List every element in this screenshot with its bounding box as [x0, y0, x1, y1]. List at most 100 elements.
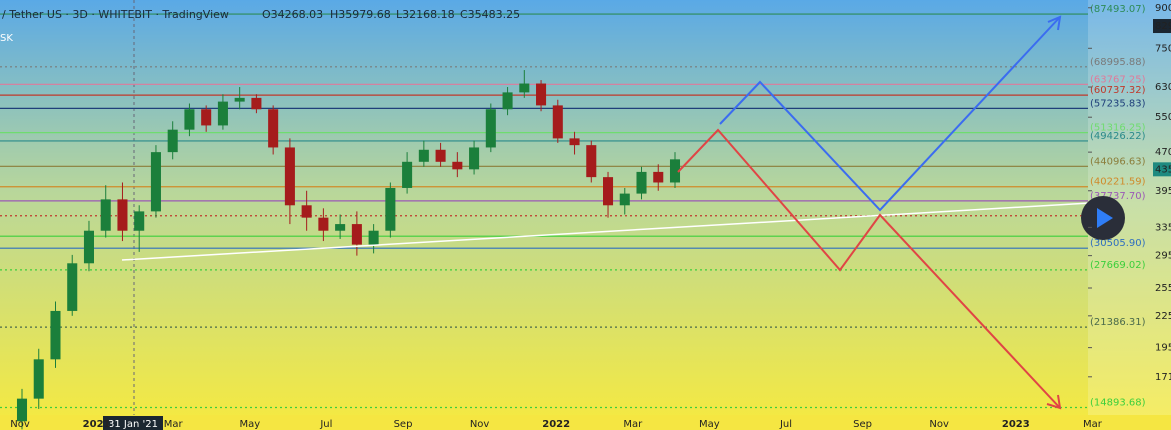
candle-body [301, 205, 312, 218]
time-axis [0, 415, 1171, 430]
candle-body [335, 224, 346, 231]
candle-body [418, 149, 429, 162]
candle-body [16, 398, 28, 422]
arrow-head [1046, 394, 1062, 410]
candle-body [117, 199, 128, 231]
candle-body [234, 97, 245, 102]
level-label: (21386.31) [1090, 317, 1146, 328]
ohlc-close: C35483.25 [460, 8, 520, 21]
level-label: (40221.59) [1090, 177, 1146, 188]
x-tick-label: Nov [929, 419, 949, 430]
candle-body [653, 171, 664, 183]
candle-body [50, 310, 61, 360]
candle-body [452, 161, 463, 170]
y-tick-label: 171 [1155, 372, 1171, 383]
x-tick-label: Nov [10, 419, 30, 430]
x-tick-label: 2021 [83, 419, 111, 430]
candle-body [485, 109, 496, 148]
x-tick-label: May [699, 419, 720, 430]
y-tick-label: 900 [1155, 3, 1171, 14]
candle-body [134, 211, 145, 231]
y-tick-label: 630 [1155, 82, 1171, 93]
projection-red [677, 128, 1061, 409]
level-label: (68995.88) [1090, 57, 1146, 68]
level-label: (87493.07) [1090, 4, 1146, 15]
y-tick-label: 550 [1155, 112, 1171, 123]
candle-body [201, 109, 212, 126]
crosshair-box [103, 416, 163, 430]
candle-body [217, 101, 228, 126]
ohlc-high: H35979.68 [330, 8, 391, 21]
side-note: SK [0, 33, 13, 44]
arrow-head [1047, 15, 1062, 31]
candle-body [184, 109, 195, 130]
candle-body [586, 145, 597, 178]
price-tag [1153, 19, 1171, 34]
x-tick-label: Jul [779, 419, 792, 430]
y-tick-label: 295 [1155, 251, 1171, 262]
candle-body [83, 230, 94, 264]
candle-body [552, 105, 563, 139]
x-tick-label: Sep [394, 419, 413, 430]
candle-body [619, 193, 630, 206]
crosshair-date: 31 Jan '21 [108, 419, 158, 430]
x-tick-label: Nov [470, 419, 490, 430]
candle-body [402, 161, 413, 188]
candle-body [502, 92, 513, 110]
candle-body [284, 147, 295, 206]
candle-body [435, 149, 446, 162]
ohlc-open: O34268.03 [262, 8, 323, 21]
candle-body [519, 83, 530, 93]
candle-body [469, 147, 480, 170]
x-tick-label: 2022 [542, 419, 570, 430]
level-label: (14893.68) [1090, 398, 1146, 409]
level-label: (37737.70) [1090, 191, 1146, 202]
x-tick-label: Sep [853, 419, 872, 430]
candle-body [603, 177, 614, 206]
x-tick-label: Jul [319, 419, 332, 430]
x-tick-label: May [239, 419, 260, 430]
candle-body [368, 230, 379, 245]
candle-body [569, 138, 580, 146]
projection-blue [719, 16, 1061, 212]
candle-body [33, 359, 44, 399]
candle-body [351, 224, 362, 245]
x-tick-label: Mar [1083, 419, 1103, 430]
level-label: (44096.63) [1090, 156, 1146, 167]
level-label: (51316.25) [1090, 123, 1146, 134]
ohlc-low: L32168.18 [396, 8, 455, 21]
candle-body [67, 263, 78, 311]
y-tick-label: 395 [1155, 186, 1171, 197]
candle-body [251, 97, 262, 110]
y-tick-label: 750 [1155, 43, 1171, 54]
price-tag-label: 829 [1155, 21, 1171, 32]
candle-body [167, 129, 178, 153]
level-label: (60737.32) [1090, 85, 1146, 96]
level-label: (57235.83) [1090, 98, 1146, 109]
y-tick-label: 470 [1155, 147, 1171, 158]
price-tag-label: 435 [1155, 164, 1171, 175]
y-tick-label: 195 [1155, 343, 1171, 354]
x-tick-label: 2023 [1002, 419, 1030, 430]
y-tick-label: 335 [1155, 222, 1171, 233]
y-tick-label: 255 [1155, 283, 1171, 294]
candle-body [385, 187, 396, 231]
x-tick-label: Mar [623, 419, 643, 430]
trend-line [121, 202, 1091, 261]
candle-body [318, 217, 329, 231]
candle-body [100, 199, 111, 231]
level-label: (49426.22) [1090, 131, 1146, 142]
price-tag [1153, 162, 1171, 177]
level-label: (63767.25) [1090, 74, 1146, 85]
candle-body [669, 159, 681, 183]
candle-body [150, 152, 161, 212]
candle-body [636, 171, 647, 194]
candle-body [268, 109, 279, 148]
level-label: (30505.90) [1090, 238, 1146, 249]
candle-body [536, 83, 547, 106]
play-icon [1097, 208, 1113, 228]
y-tick-label: 225 [1155, 311, 1171, 322]
